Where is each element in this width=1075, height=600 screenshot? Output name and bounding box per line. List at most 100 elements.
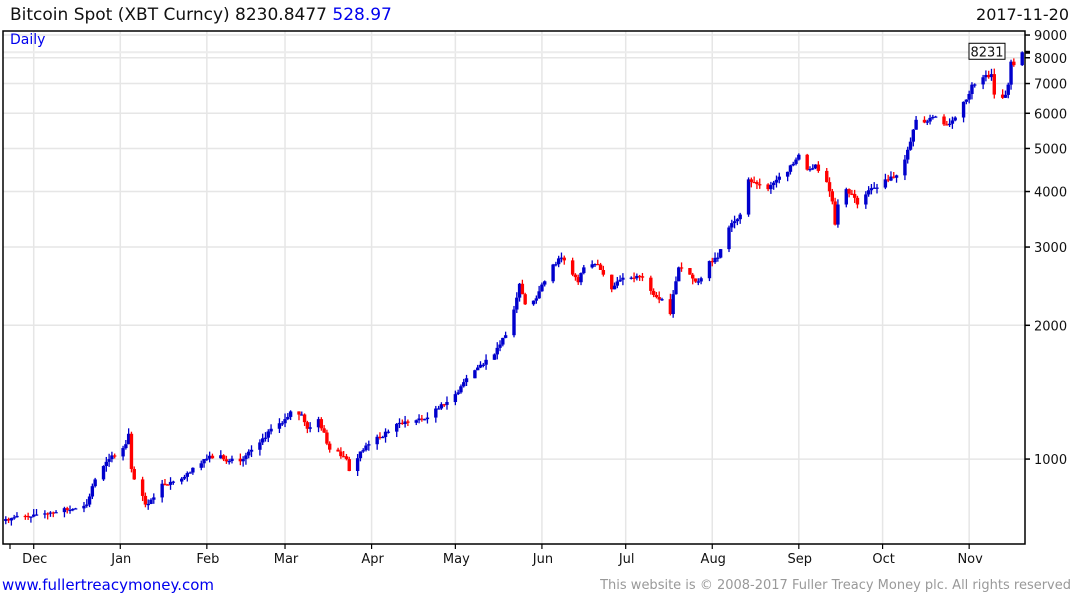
candle-body (180, 478, 184, 482)
candle-body (442, 404, 446, 406)
candle-body (931, 116, 935, 119)
candle-body (986, 74, 991, 78)
candle-body (785, 171, 790, 177)
candle-body (85, 504, 89, 506)
candle-body (777, 176, 781, 180)
website-link[interactable]: www.fullertreacymoney.com (2, 576, 215, 594)
candle-body (34, 514, 39, 516)
candle-body (598, 264, 603, 270)
candle-body (752, 181, 756, 184)
candle-body (355, 458, 360, 472)
candle-body (769, 185, 773, 190)
candle-body (112, 455, 117, 457)
candle-body (478, 364, 483, 368)
candle-body (263, 437, 268, 439)
candle-body (43, 513, 47, 515)
candle-body (230, 458, 234, 462)
candle-body (149, 499, 153, 504)
candle-body (288, 411, 293, 417)
x-tick-label: Mar (274, 552, 299, 567)
candle-body (347, 459, 351, 472)
x-tick-label: Feb (196, 552, 219, 567)
candle-body (65, 508, 69, 510)
candle-body (610, 274, 614, 290)
candle-body (520, 283, 525, 295)
candle-body (908, 141, 913, 150)
candle-body (579, 273, 583, 283)
candle-body (93, 479, 97, 487)
x-tick-label: Aug (701, 552, 726, 567)
candle-body (322, 428, 326, 433)
candle-body (808, 169, 812, 171)
candle-body (414, 420, 418, 423)
candle-body (166, 484, 170, 486)
candle-body (945, 124, 949, 126)
candle-body (559, 257, 564, 259)
candle-body (788, 165, 793, 172)
candle-body (637, 275, 642, 278)
candle-body (475, 367, 480, 371)
candle-body (210, 455, 215, 459)
candle-body (422, 419, 427, 421)
candle-body (551, 264, 555, 282)
candle-body (953, 117, 957, 121)
candle-body (727, 227, 731, 250)
candle-body (618, 279, 622, 282)
candle-body (140, 479, 145, 496)
candle-body (221, 455, 226, 460)
y-tick-label: 4000 (1034, 186, 1067, 201)
candle-body (316, 419, 321, 428)
candle-body (247, 451, 251, 456)
candle-body (420, 418, 424, 420)
candle-body (308, 427, 312, 429)
candle-body (894, 175, 899, 178)
candle-body (654, 294, 659, 298)
candle-body (596, 264, 600, 266)
candle-body (872, 187, 876, 189)
y-tick-label: 7000 (1034, 78, 1067, 93)
candle-body (716, 257, 720, 259)
candle-body (403, 421, 407, 425)
candle-body (378, 436, 382, 439)
candle-body (453, 394, 458, 403)
candle-body (1009, 61, 1013, 85)
candle-body (903, 159, 907, 176)
candle-body (730, 223, 734, 228)
candle-body (129, 433, 134, 469)
candle-body (512, 309, 516, 336)
candle-body (87, 496, 92, 505)
candle-body (219, 455, 223, 459)
y-tick-label: 8000 (1034, 52, 1067, 67)
candle-body (185, 473, 189, 477)
candle-body (481, 364, 485, 366)
instrument-name: Bitcoin Spot (XBT Curncy) (10, 5, 230, 25)
candle-body (981, 77, 985, 85)
candle-body (827, 182, 832, 192)
candle-body (933, 116, 938, 118)
chart-date: 2017-11-20 (976, 5, 1069, 24)
candle-body (523, 294, 527, 305)
candle-body (967, 93, 971, 100)
candle-body (280, 423, 284, 425)
candle-body (668, 299, 673, 315)
candle-body (325, 432, 329, 444)
candle-body (4, 519, 8, 521)
candle-body (51, 512, 55, 514)
candle-body (459, 386, 463, 393)
candle-body (590, 264, 594, 268)
candle-body (515, 297, 519, 310)
candle-body (258, 442, 262, 450)
candle-body (922, 119, 927, 123)
candle-body (984, 74, 988, 78)
candle-body (82, 505, 86, 509)
x-tick-label: Dec (22, 552, 47, 567)
candle-body (556, 258, 561, 265)
candle-body (182, 476, 187, 479)
candle-body (612, 285, 617, 290)
candle-body (964, 99, 969, 102)
candle-body (397, 422, 402, 425)
candle-body (691, 274, 695, 279)
x-tick-label: Oct (872, 552, 894, 567)
candle-body (68, 509, 72, 512)
candle-body (1020, 52, 1024, 66)
